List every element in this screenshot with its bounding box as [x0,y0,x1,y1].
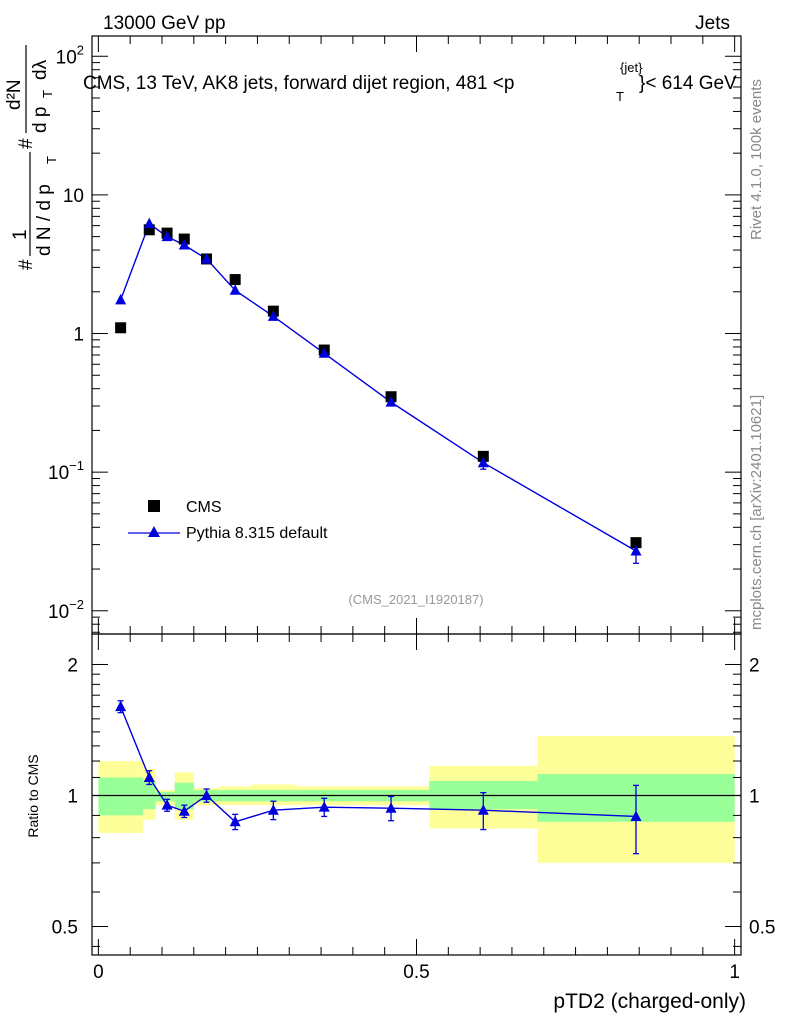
y-axis-label: # 1 d N / d p T # d²N d p T dλ [4,45,59,270]
x-tick-label: 0 [93,962,104,983]
ratio-data-point [143,771,155,782]
cms-data-point [115,322,127,334]
x-axis-label: pTD2 (charged-only) [553,990,746,1013]
mc-data-point [267,310,279,321]
ratio-data-point [267,804,279,815]
y-tick-label-main: 1 [73,325,84,346]
mc-data-point [477,456,489,468]
ratio-band-inner [98,777,143,816]
ylabel-dlambda: dλ [30,59,51,80]
ratio-data-point [161,799,173,810]
ylabel-numerator: d²N [4,79,25,110]
x-tick-label: 0.5 [403,962,429,983]
ratio-data-point [178,805,190,816]
mc-data-point [115,293,127,305]
ylabel-frac-bottom: d N / d p [34,184,55,256]
ylabel-hash-1: # [16,259,37,270]
ratio-data-point [385,802,397,813]
y-tick-label-ratio: 1 [67,786,78,807]
ylabel-sub-t: T [44,156,59,164]
header-right: Jets [695,13,730,34]
title-sub: T [616,89,624,104]
cms-data-point [143,224,155,236]
mc-data-point [229,284,241,295]
ratio-y-label: Ratio to CMS [25,754,41,837]
y-tick-label-ratio-right: 0.5 [749,917,775,938]
legend-mc-label: Pythia 8.315 default [186,525,328,542]
x-tick-label: 1 [729,962,740,983]
y-tick-label-ratio-right: 2 [749,655,760,676]
main-panel: 10−2 10−1 1 10 102 [48,35,742,635]
ratio-data-point [630,810,642,821]
ratio-data-point [201,789,213,800]
ylabel-denominator: d p [30,107,51,133]
ratio-data-point [318,801,330,812]
mc-data-point [143,217,155,229]
title-sup: {jet} [620,60,643,75]
y-tick-label-ratio: 0.5 [52,917,78,938]
legend-cms-label: CMS [186,499,222,516]
ylabel-hash-2: # [16,138,37,149]
mc-data-point [201,252,213,264]
header-left: 13000 GeV pp [103,13,226,34]
mc-data-point [385,396,397,407]
ratio-data-point [477,804,489,815]
plot-title: CMS, 13 TeV, AK8 jets, forward dijet reg… [83,60,737,104]
main-frame [91,35,742,635]
ratio-band-inner [155,791,175,802]
mc-data-point [318,347,330,358]
y-tick-label-main: 10−1 [48,458,84,484]
title-end: }< 614 GeV [639,73,737,94]
ylabel-one: 1 [10,229,31,240]
y-tick-label-ratio: 2 [67,655,78,676]
y-tick-label-ratio-right: 1 [749,786,760,807]
legend: CMS Pythia 8.315 default [128,499,328,542]
cms-data-point [630,537,642,549]
cms-data-point [477,450,489,462]
y-tick-label-main: 102 [56,42,84,68]
ratio-panel: 0 0.5 1 0.5 0.5 1 1 2 2 [52,633,775,983]
rivet-label: Rivet 4.1.0, 100k events [748,79,765,240]
reference-label: (CMS_2021_I1920187) [348,592,483,607]
y-tick-label-main: 10−2 [48,597,84,623]
legend-cms-marker [148,500,160,512]
ratio-data-point [115,700,127,712]
legend-mc-marker [148,526,160,537]
mc-data-point [161,230,173,242]
y-tick-label-main: 10 [63,186,84,207]
ratio-data-point [229,815,241,827]
cms-data-point [229,274,241,286]
mcplots-label: mcplots.cern.ch [arXiv:2401.10621] [748,395,765,630]
mc-data-point [630,544,642,556]
ylabel-den-sub: T [40,90,55,98]
mc-data-point [178,239,190,250]
title-main: CMS, 13 TeV, AK8 jets, forward dijet reg… [83,73,514,94]
